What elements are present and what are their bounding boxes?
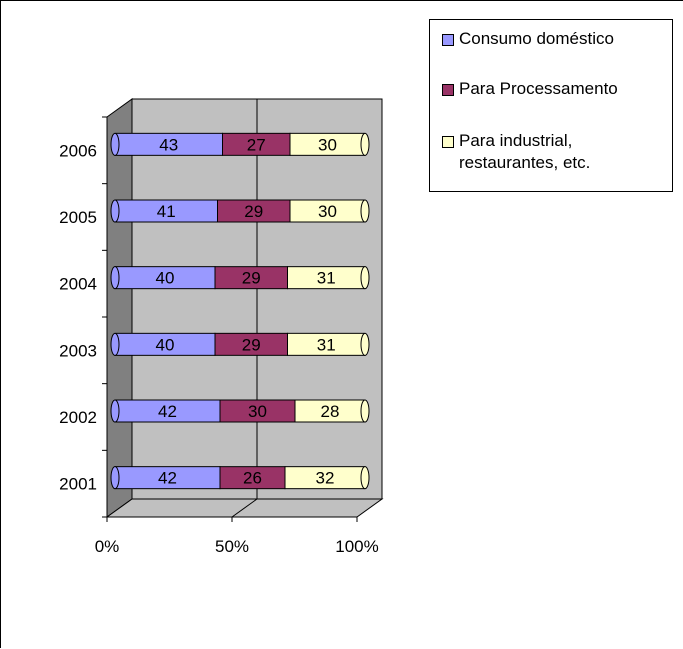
x-tick-label: 50% xyxy=(215,537,249,556)
bar-start-cap xyxy=(110,332,120,356)
bar-data-label: 43 xyxy=(159,135,178,154)
legend-label: Para Processamento xyxy=(459,79,618,98)
bar-data-label: 31 xyxy=(317,269,336,288)
legend-swatch xyxy=(442,84,454,96)
legend-label: Consumo doméstico xyxy=(459,29,614,48)
bar-end-cap xyxy=(360,332,370,356)
side-wall xyxy=(106,98,133,518)
y-tick-label: 2001 xyxy=(59,475,97,494)
y-tick-label: 2003 xyxy=(59,341,97,360)
bar-end-cap xyxy=(360,399,370,423)
bar-data-label: 40 xyxy=(156,269,175,288)
legend-item: Para industrial, restaurantes, etc. xyxy=(442,130,590,174)
legend-item: Consumo doméstico xyxy=(442,28,614,50)
bar-data-label: 30 xyxy=(318,135,337,154)
bar-start-cap xyxy=(110,466,120,490)
bar-data-label: 30 xyxy=(318,202,337,221)
bar-data-label: 40 xyxy=(156,335,175,354)
bar-start-cap xyxy=(110,399,120,423)
bar-data-label: 42 xyxy=(158,402,177,421)
legend-label: Para industrial, restaurantes, etc. xyxy=(459,131,591,172)
legend-swatch xyxy=(442,136,454,148)
bar-data-label: 30 xyxy=(248,402,267,421)
x-tick-label: 100% xyxy=(335,537,378,556)
bar-end-cap xyxy=(360,466,370,490)
legend: Consumo doméstico Para Processamento Para … xyxy=(429,19,673,192)
floor-gridline-50 xyxy=(231,498,258,518)
bar-data-label: 41 xyxy=(157,202,176,221)
bar-start-cap xyxy=(110,132,120,156)
bar-end-cap xyxy=(360,132,370,156)
x-tick-label: 0% xyxy=(95,537,120,556)
y-tick-label: 2006 xyxy=(59,141,97,160)
bar-data-label: 32 xyxy=(316,469,335,488)
y-tick-label: 2004 xyxy=(59,275,97,294)
bar-data-label: 42 xyxy=(158,469,177,488)
bar-end-cap xyxy=(360,199,370,223)
bar-data-label: 28 xyxy=(321,402,340,421)
y-tick-label: 2002 xyxy=(59,408,97,427)
bar-data-label: 29 xyxy=(242,269,261,288)
bar-data-label: 27 xyxy=(247,135,266,154)
bar-data-label: 31 xyxy=(317,335,336,354)
legend-swatch xyxy=(442,34,454,46)
bar-end-cap xyxy=(360,266,370,290)
bar-data-label: 26 xyxy=(243,469,262,488)
legend-item: Para Processamento xyxy=(442,78,618,100)
y-tick-label: 2005 xyxy=(59,208,97,227)
bar-data-label: 29 xyxy=(244,202,263,221)
bar-start-cap xyxy=(110,266,120,290)
bar-data-label: 29 xyxy=(242,335,261,354)
bar-start-cap xyxy=(110,199,120,223)
